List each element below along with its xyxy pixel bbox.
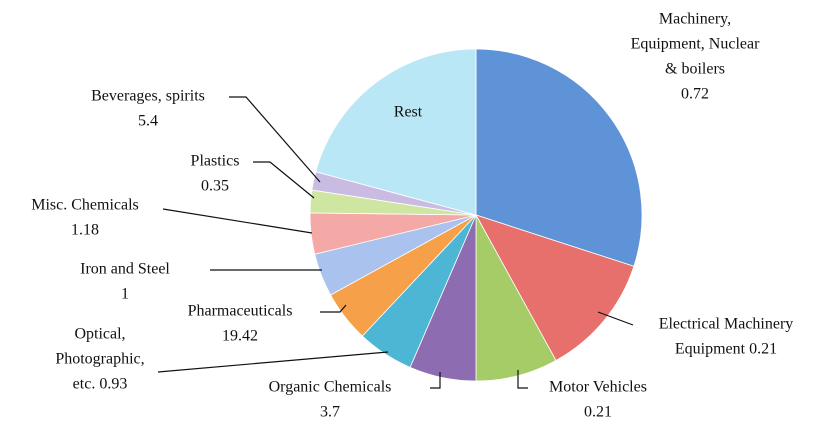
slice-label: 0.72 bbox=[681, 86, 709, 103]
slice-label: 3.7 bbox=[320, 404, 340, 421]
leader-line bbox=[253, 161, 315, 199]
slice-label: 1 bbox=[121, 286, 129, 303]
slice-label: 5.4 bbox=[138, 113, 158, 130]
pie-slice bbox=[475, 214, 635, 362]
slice-label: Misc. Chemicals bbox=[31, 197, 139, 214]
slice-label: Optical, bbox=[74, 326, 125, 343]
slice-label: 1.18 bbox=[71, 222, 99, 239]
leader-line bbox=[597, 311, 634, 326]
slice-label: Machinery, bbox=[659, 11, 731, 28]
slice-label: & boilers bbox=[665, 61, 725, 78]
slice-label: Iron and Steel bbox=[80, 261, 170, 278]
leader-line bbox=[229, 96, 321, 183]
leader-line bbox=[320, 304, 347, 313]
slice-label: Equipment, Nuclear bbox=[631, 36, 761, 53]
slice-label: Rest bbox=[394, 104, 423, 121]
slice-label: 0.21 bbox=[584, 404, 612, 421]
leader-line bbox=[162, 208, 313, 234]
leader-line bbox=[157, 351, 389, 373]
slice-label: etc. 0.93 bbox=[73, 376, 128, 393]
slice-label: Photographic, bbox=[55, 351, 144, 368]
slice-label: Beverages, spirits bbox=[91, 88, 205, 105]
slice-label: Plastics bbox=[191, 153, 240, 170]
slice-label: Organic Chemicals bbox=[269, 379, 392, 396]
leader-line bbox=[430, 372, 441, 389]
pie-slice bbox=[315, 48, 477, 216]
slice-label: Motor Vehicles bbox=[549, 379, 647, 396]
leader-line bbox=[517, 370, 528, 389]
pie-slice bbox=[475, 48, 643, 267]
slice-label: Pharmaceuticals bbox=[188, 303, 293, 320]
slice-label: 19.42 bbox=[222, 328, 258, 345]
slice-label: Equipment 0.21 bbox=[675, 341, 777, 358]
slice-label: Electrical Machinery bbox=[659, 316, 794, 333]
slice-label: 0.35 bbox=[201, 178, 229, 195]
